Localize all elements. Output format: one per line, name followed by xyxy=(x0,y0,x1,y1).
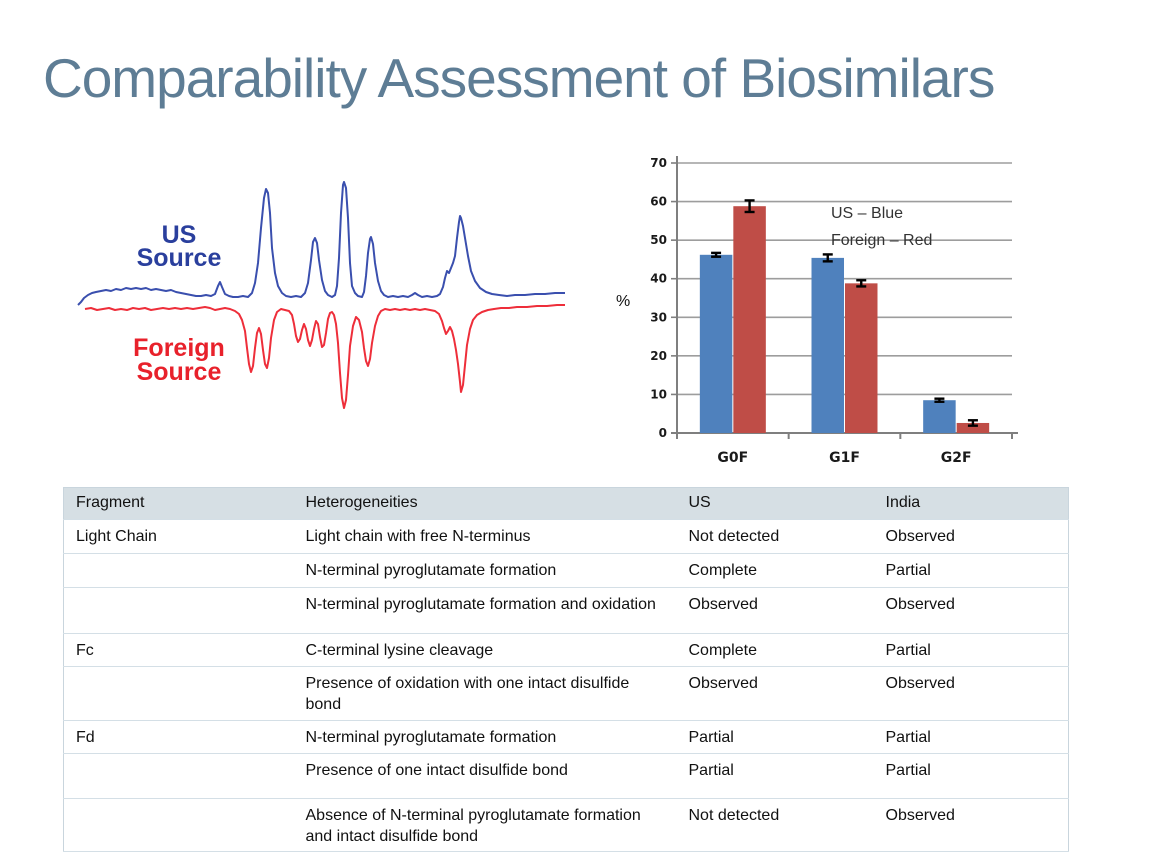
chromatogram-svg: US Source Foreign Source xyxy=(77,181,565,409)
cell-us: Complete xyxy=(676,553,874,588)
category-label-g0f: G0F xyxy=(717,450,748,466)
table-row: Fd N-terminal pyroglutamate formation Pa… xyxy=(63,719,1069,754)
cell-us: Observed xyxy=(676,587,874,634)
comparability-table: Fragment Heterogeneities US India Light … xyxy=(63,487,1069,853)
cell-heterogeneity: N-terminal pyroglutamate formation xyxy=(293,553,677,588)
cell-heterogeneity: C-terminal lysine cleavage xyxy=(293,633,677,667)
y-tick-label-50: 50 xyxy=(650,233,667,247)
bar-us-g2f xyxy=(923,400,956,433)
legend-line-1: Foreign – Red xyxy=(831,232,932,249)
cell-fragment xyxy=(63,587,294,634)
cell-india: Partial xyxy=(873,633,1069,667)
cell-india: Partial xyxy=(873,553,1069,588)
bar-foreign-g2f xyxy=(956,422,990,433)
foreign-source-label-line1: Foreign xyxy=(133,334,225,362)
y-tick-label-70: 70 xyxy=(650,156,667,170)
cell-us: Not detected xyxy=(676,519,874,554)
bar-foreign-g1f xyxy=(845,283,878,433)
cell-heterogeneity: Absence of N-terminal pyroglutamate form… xyxy=(293,797,677,853)
table-row: Presence of one intact disulfide bond Pa… xyxy=(63,752,1069,799)
cell-fragment: Fc xyxy=(63,633,294,667)
us-source-label-line1: US xyxy=(162,221,197,249)
cell-fragment: Fd xyxy=(63,719,294,754)
table-row: Light Chain Light chain with free N-term… xyxy=(63,519,1069,554)
y-tick-label-10: 10 xyxy=(650,387,667,401)
us-source-label-line2: Source xyxy=(137,244,222,272)
bar-chart-figure: 0 10 20 30 40 50 60 70 G0F G1F G2F US – Blue Foreign… xyxy=(613,148,1053,478)
table-row: Presence of oxidation with one intact di… xyxy=(63,666,1069,721)
category-label-g2f: G2F xyxy=(941,450,972,466)
cell-fragment xyxy=(63,752,294,799)
bar-us-g1f xyxy=(811,257,844,433)
table-row: Absence of N-terminal pyroglutamate form… xyxy=(63,797,1069,853)
cell-heterogeneity: Presence of oxidation with one intact di… xyxy=(293,666,677,721)
table-header-row: Fragment Heterogeneities US India xyxy=(63,487,1069,520)
category-label-g1f: G1F xyxy=(829,450,860,466)
cell-india: Observed xyxy=(873,587,1069,634)
cell-us: Partial xyxy=(676,719,874,754)
cell-us: Complete xyxy=(676,633,874,667)
bar-foreign-g0f xyxy=(733,206,766,433)
header-heterogeneities: Heterogeneities xyxy=(293,487,677,520)
cell-fragment xyxy=(63,666,294,721)
table-row: N-terminal pyroglutamate formation Compl… xyxy=(63,553,1069,588)
foreign-source-label-line2: Source xyxy=(137,358,222,386)
header-india: India xyxy=(873,487,1069,520)
cell-heterogeneity: N-terminal pyroglutamate formation xyxy=(293,719,677,754)
slide-title: Comparability Assessment of Biosimilars xyxy=(43,47,995,109)
y-tick-label-20: 20 xyxy=(650,349,667,363)
y-tick-label-30: 30 xyxy=(650,310,667,324)
foreign-trace xyxy=(84,304,565,409)
y-axis-label: % xyxy=(616,293,630,310)
cell-india: Observed xyxy=(873,797,1069,853)
cell-heterogeneity: Light chain with free N-terminus xyxy=(293,519,677,554)
cell-fragment xyxy=(63,797,294,853)
cell-fragment: Light Chain xyxy=(63,519,294,554)
header-fragment: Fragment xyxy=(63,487,294,520)
cell-heterogeneity: Presence of one intact disulfide bond xyxy=(293,752,677,799)
us-trace xyxy=(77,181,565,306)
table-row: N-terminal pyroglutamate formation and o… xyxy=(63,587,1069,634)
cell-india: Observed xyxy=(873,666,1069,721)
cell-india: Observed xyxy=(873,519,1069,554)
y-tick-label-0: 0 xyxy=(659,426,667,440)
cell-us: Partial xyxy=(676,752,874,799)
y-tick-label-40: 40 xyxy=(650,272,667,286)
header-us: US xyxy=(676,487,874,520)
glycan-bar-chart-svg: 0 10 20 30 40 50 60 70 G0F G1F G2F US – Blue Foreign… xyxy=(616,156,1018,466)
chromatogram-figure: US Source Foreign Source xyxy=(75,168,570,420)
cell-heterogeneity: N-terminal pyroglutamate formation and o… xyxy=(293,587,677,634)
cell-us: Observed xyxy=(676,666,874,721)
y-tick-label-60: 60 xyxy=(650,195,667,209)
legend-line-0: US – Blue xyxy=(831,205,903,222)
cell-india: Partial xyxy=(873,752,1069,799)
cell-us: Not detected xyxy=(676,797,874,853)
cell-fragment xyxy=(63,553,294,588)
table-row: Fc C-terminal lysine cleavage Complete P… xyxy=(63,633,1069,667)
cell-india: Partial xyxy=(873,719,1069,754)
bar-us-g0f xyxy=(699,254,733,433)
